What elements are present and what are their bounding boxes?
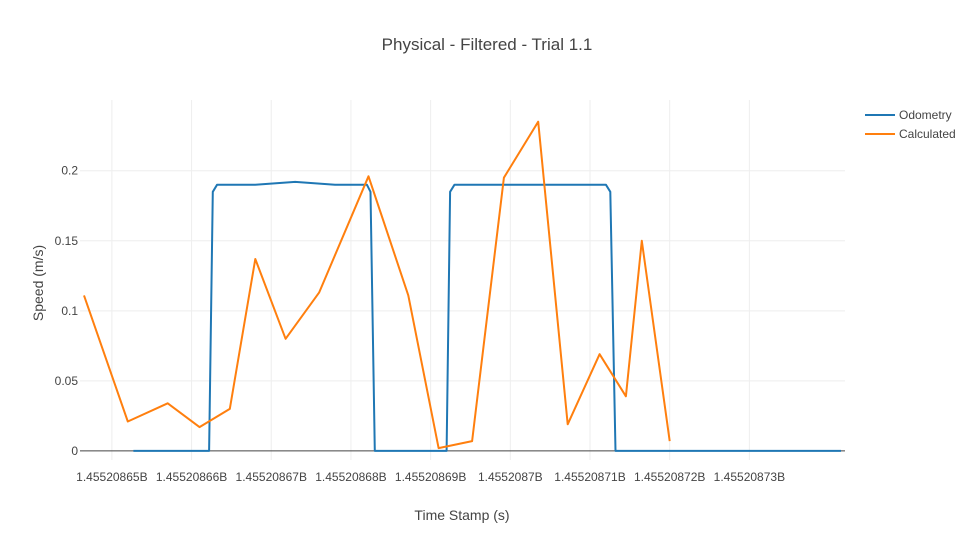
x-tick-label: 1.45520871B: [554, 470, 625, 484]
y-tick-label: 0.1: [61, 304, 78, 318]
x-axis-title: Time Stamp (s): [414, 507, 509, 523]
legend-item-odometry[interactable]: Odometry: [865, 108, 952, 122]
y-axis-ticks: 0 0.05 0.1 0.15 0.2: [55, 164, 79, 458]
x-tick-label: 1.4552087B: [478, 470, 543, 484]
legend-item-calculated[interactable]: Calculated: [865, 127, 956, 141]
grid: [80, 100, 845, 460]
x-tick-label: 1.45520869B: [395, 470, 466, 484]
y-tick-label: 0: [71, 444, 78, 458]
legend-label-calculated: Calculated: [899, 127, 956, 141]
y-tick-label: 0.15: [55, 234, 79, 248]
chart-title: Physical - Filtered - Trial 1.1: [382, 35, 593, 54]
x-axis-ticks: 1.45520865B 1.45520866B 1.45520867B 1.45520…: [76, 470, 785, 484]
legend[interactable]: Odometry Calculated: [865, 108, 956, 141]
y-axis-title: Speed (m/s): [30, 245, 46, 321]
legend-label-odometry: Odometry: [899, 108, 952, 122]
y-tick-label: 0.2: [61, 164, 78, 178]
x-tick-label: 1.45520867B: [236, 470, 307, 484]
series-lines: [83, 120, 841, 452]
x-tick-label: 1.45520872B: [634, 470, 705, 484]
x-tick-label: 1.45520866B: [156, 470, 227, 484]
series-line-odometry: [133, 180, 841, 452]
series-line-calculated: [83, 120, 671, 450]
x-tick-label: 1.45520868B: [315, 470, 386, 484]
x-tick-label: 1.45520873B: [714, 470, 785, 484]
y-tick-label: 0.05: [55, 374, 79, 388]
x-tick-label: 1.45520865B: [76, 470, 147, 484]
